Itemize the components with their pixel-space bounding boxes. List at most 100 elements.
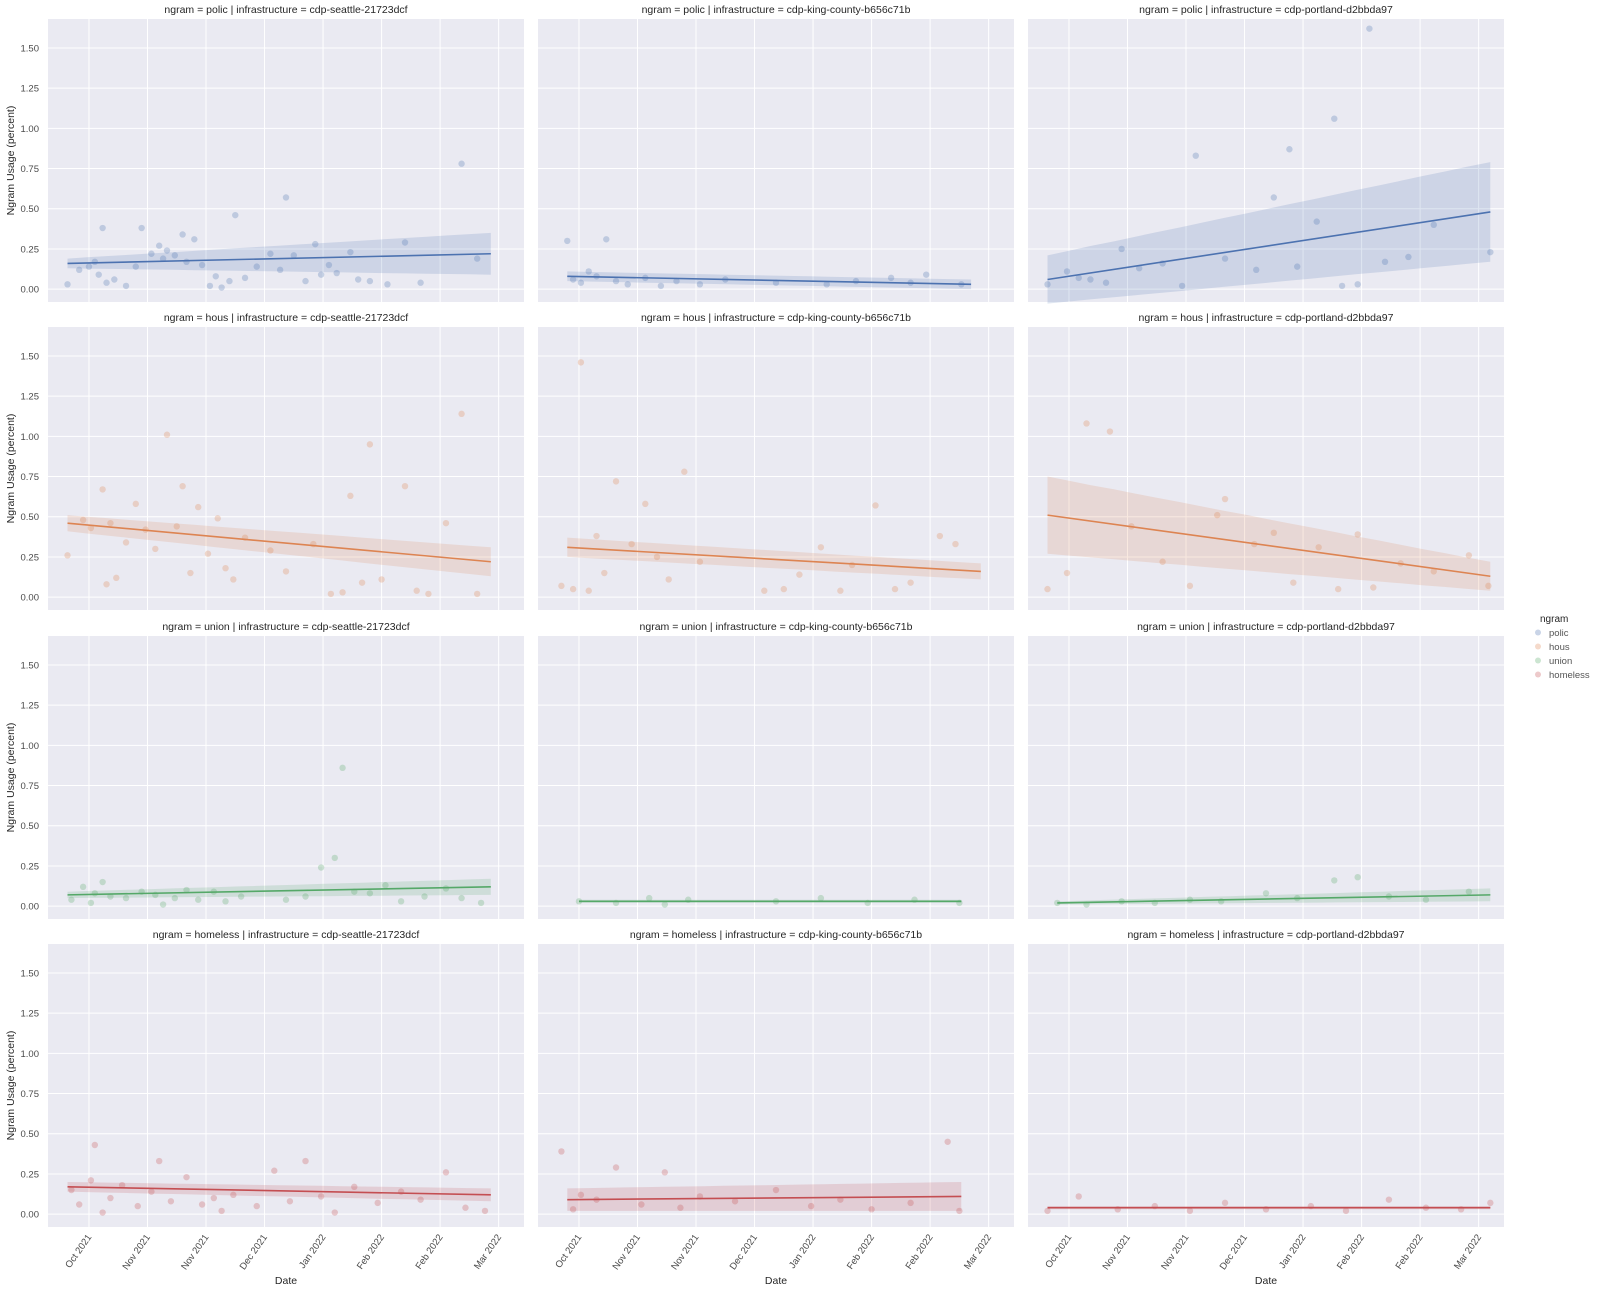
regression-line [567,1195,962,1201]
data-point [817,544,825,551]
x-tick-label: Dec 2021 [238,1232,270,1272]
data-point [1430,221,1437,229]
x-tick-label: Nov 2021 [121,1232,153,1272]
data-point [230,576,237,583]
data-point [796,571,803,578]
data-point [195,503,202,511]
data-point [113,574,120,582]
confidence-band [1047,476,1491,591]
data-point [1334,585,1342,593]
x-axis-label: Date [1255,1275,1277,1287]
data-point [179,482,186,490]
data-point [155,1157,163,1165]
legend-entry: hous [1549,642,1570,653]
data-point [944,1138,951,1145]
data-point [159,901,167,908]
facet-panel: ngram = homeless | infrastructure = cdp-… [5,929,524,1227]
data-point [653,553,661,561]
data-point [887,274,895,282]
confidence-band [67,1182,491,1202]
y-tick-label: 1.50 [21,660,40,671]
data-point [290,252,298,259]
y-tick-label: 0.50 [21,204,40,215]
regression-line [567,275,972,286]
data-point [91,890,99,897]
data-point [1221,1199,1229,1207]
data-point [1331,115,1338,122]
data-point [111,276,118,283]
data-point [612,478,620,485]
data-point [64,281,71,288]
data-point [95,271,102,278]
data-point [1178,282,1186,290]
data-point [230,1191,237,1199]
y-tick-label: 1.25 [21,392,40,403]
data-point [103,279,110,286]
data-point [253,263,260,270]
data-point [1063,569,1071,577]
data-point [1430,568,1437,575]
data-point [458,410,465,418]
data-point [1465,888,1473,895]
data-point [339,589,346,596]
data-point [477,899,485,907]
data-point [1075,274,1082,282]
y-tick-label: 0.00 [21,902,40,913]
data-point [1487,1199,1494,1207]
facet-title: ngram = hous | infrastructure = cdp-king… [641,312,911,324]
facet-panel: ngram = polic | infrastructure = cdp-sea… [5,4,524,302]
data-point [1044,585,1051,593]
x-tick-label: Jan 2022 [787,1232,818,1270]
facet-panel: ngram = union | infrastructure = cdp-sea… [5,621,524,919]
facet-panel: ngram = polic | infrastructure = cdp-kin… [538,4,1014,302]
data-point [204,550,212,557]
data-point [1102,279,1110,286]
data-point [1487,248,1494,256]
data-point [302,893,309,900]
panel-background [538,327,1014,610]
facet-title: ngram = polic | infrastructure = cdp-sea… [164,4,407,16]
data-point [473,255,481,262]
legend-entry: polic [1549,628,1569,639]
data-point [673,277,680,285]
data-point [99,224,106,232]
data-point [1354,873,1361,881]
regression-line [67,1186,491,1196]
x-tick-label: Mar 2022 [1452,1232,1484,1271]
data-point [677,1204,684,1211]
data-point [1186,1207,1194,1215]
data-point [1366,25,1373,32]
data-point [302,277,309,285]
data-point [1159,558,1166,565]
data-point [569,276,577,283]
data-point [91,1141,99,1149]
data-point [413,587,420,594]
x-tick-label: Nov 2021 [611,1232,643,1272]
data-point [585,268,592,275]
data-point [458,894,465,902]
legend-marker [1535,643,1541,650]
data-point [681,468,688,475]
data-point [183,1173,190,1181]
facet-title: ngram = polic | infrastructure = cdp-kin… [642,4,911,16]
data-point [823,281,830,288]
y-tick-label: 1.00 [21,741,40,752]
facet-title: ngram = polic | infrastructure = cdp-por… [1139,4,1393,16]
data-point [222,564,229,572]
data-point [956,1207,963,1215]
data-point [382,882,389,889]
facet-title: ngram = homeless | infrastructure = cdp-… [630,929,922,941]
data-point [923,271,930,278]
data-point [462,1204,469,1211]
x-tick-label: Dec 2021 [1218,1232,1250,1272]
regression-line [67,522,491,563]
y-tick-label: 0.00 [21,593,40,604]
data-point [286,1198,294,1205]
data-point [87,524,95,532]
panel-background [538,19,1014,302]
data-point [152,545,159,553]
legend-marker [1535,629,1541,636]
data-point [936,532,944,540]
data-point [1135,265,1143,272]
data-point [64,552,71,559]
